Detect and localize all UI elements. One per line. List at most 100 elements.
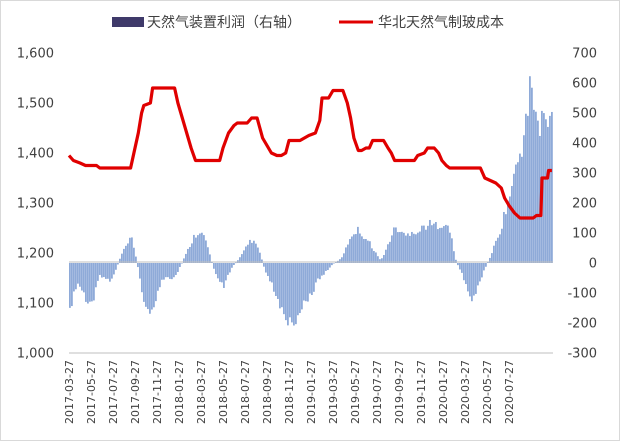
profit-bar <box>507 200 509 263</box>
profit-bar <box>191 243 193 263</box>
profit-bar <box>527 115 529 263</box>
profit-bar <box>429 219 431 263</box>
profit-bar <box>287 263 289 326</box>
profit-bar <box>181 263 183 264</box>
profit-bar <box>411 231 413 263</box>
x-axis-tick-label: 2020-07-27 <box>503 360 516 424</box>
profit-bar <box>455 259 457 263</box>
profit-bar <box>281 263 283 308</box>
right-axis-tick-label: 300 <box>572 167 597 182</box>
profit-bar <box>179 263 181 268</box>
x-axis-tick-label: 2019-09-27 <box>393 360 406 424</box>
profit-bar <box>253 240 255 263</box>
profit-bar <box>91 263 93 302</box>
left-axis-tick-label: 1,300 <box>17 197 54 212</box>
profit-bar <box>509 196 511 263</box>
profit-bar <box>443 226 445 263</box>
profit-bar <box>145 263 147 307</box>
profit-bar <box>151 263 153 310</box>
profit-bar <box>453 251 455 263</box>
profit-bar <box>291 263 293 323</box>
profit-bar <box>203 235 205 263</box>
right-axis-tick-label: 600 <box>572 77 597 92</box>
profit-bar <box>365 239 367 263</box>
profit-bar <box>193 234 195 263</box>
profit-bar <box>149 263 151 314</box>
profit-bar <box>457 263 459 266</box>
profit-bar <box>205 240 207 263</box>
profit-bar <box>403 232 405 263</box>
x-axis-tick-label: 2019-11-27 <box>415 360 428 424</box>
right-axis-tick-label: 200 <box>572 197 597 212</box>
profit-bar <box>521 156 523 263</box>
profit-bar <box>159 263 161 288</box>
x-axis-tick-label: 2018-01-27 <box>173 360 186 424</box>
left-axis-tick-label: 1,500 <box>17 97 54 112</box>
profit-bar <box>275 263 277 296</box>
left-axis-ticks: 1,000 1,100 1,200 1,300 1,400 1,500 1,600 <box>17 47 54 362</box>
left-axis-tick-label: 1,200 <box>17 247 54 262</box>
right-axis-tick-label: -200 <box>567 317 597 332</box>
profit-bar <box>123 248 125 263</box>
profit-bar <box>305 263 307 302</box>
profit-bar <box>433 223 435 263</box>
profit-bar <box>185 253 187 263</box>
profit-bar <box>409 235 411 263</box>
profit-bar <box>347 244 349 263</box>
x-axis-tick-label: 2020-03-27 <box>459 360 472 424</box>
profit-bar <box>75 263 77 290</box>
profit-bar <box>349 239 351 263</box>
profit-bar <box>271 263 273 283</box>
profit-bar <box>533 109 535 263</box>
profit-bar <box>289 263 291 318</box>
x-axis-tick-label: 2018-07-27 <box>239 360 252 424</box>
profit-bar <box>255 243 257 263</box>
profit-bar <box>535 111 537 264</box>
profit-bar <box>131 237 133 263</box>
x-axis-tick-label: 2017-09-27 <box>129 360 142 424</box>
profit-bar <box>417 232 419 263</box>
profit-bar <box>139 263 141 279</box>
profit-bar <box>207 247 209 263</box>
x-axis-tick-label: 2020-05-27 <box>481 360 494 424</box>
left-axis-tick-label: 1,100 <box>17 297 54 312</box>
profit-bar <box>399 232 401 263</box>
legend-label-cost: 华北天然气制玻成本 <box>378 14 504 31</box>
right-axis-tick-label: 100 <box>572 227 597 242</box>
profit-bar <box>107 263 109 279</box>
profit-bar <box>81 263 83 291</box>
profit-bar <box>353 234 355 263</box>
profit-bar <box>307 263 309 302</box>
profit-bar <box>257 247 259 263</box>
profit-bar <box>169 263 171 279</box>
profit-bar <box>445 224 447 263</box>
profit-bar <box>213 263 215 269</box>
right-axis-ticks: -300 -200 -100 0 100 200 300 400 500 600 700 <box>567 47 597 362</box>
right-axis-tick-label: 700 <box>572 47 597 62</box>
legend-label-profit: 天然气装置利润（右轴） <box>147 14 301 31</box>
x-axis-tick-label: 2018-11-27 <box>283 360 296 424</box>
profit-bar <box>449 232 451 263</box>
profit-bar <box>111 263 113 279</box>
profit-bar <box>525 113 527 264</box>
profit-bar <box>209 254 211 263</box>
profit-bar <box>519 153 521 263</box>
profit-bar <box>461 263 463 273</box>
profit-bar <box>529 76 531 264</box>
profit-bar <box>331 263 333 266</box>
profit-bar <box>391 235 393 263</box>
profit-bar <box>295 263 297 325</box>
profit-bar <box>469 263 471 297</box>
profit-bar <box>367 240 369 263</box>
profit-bar <box>189 246 191 263</box>
profit-bar <box>333 263 335 264</box>
x-axis-tick-label: 2018-09-27 <box>261 360 274 424</box>
profit-bar <box>407 233 409 263</box>
profit-bar <box>523 135 525 263</box>
profit-bar <box>389 241 391 263</box>
profit-bar <box>225 263 227 281</box>
profit-bar <box>397 232 399 263</box>
profit-bar <box>369 241 371 263</box>
profit-bar <box>183 258 185 263</box>
profit-bar <box>497 237 499 263</box>
